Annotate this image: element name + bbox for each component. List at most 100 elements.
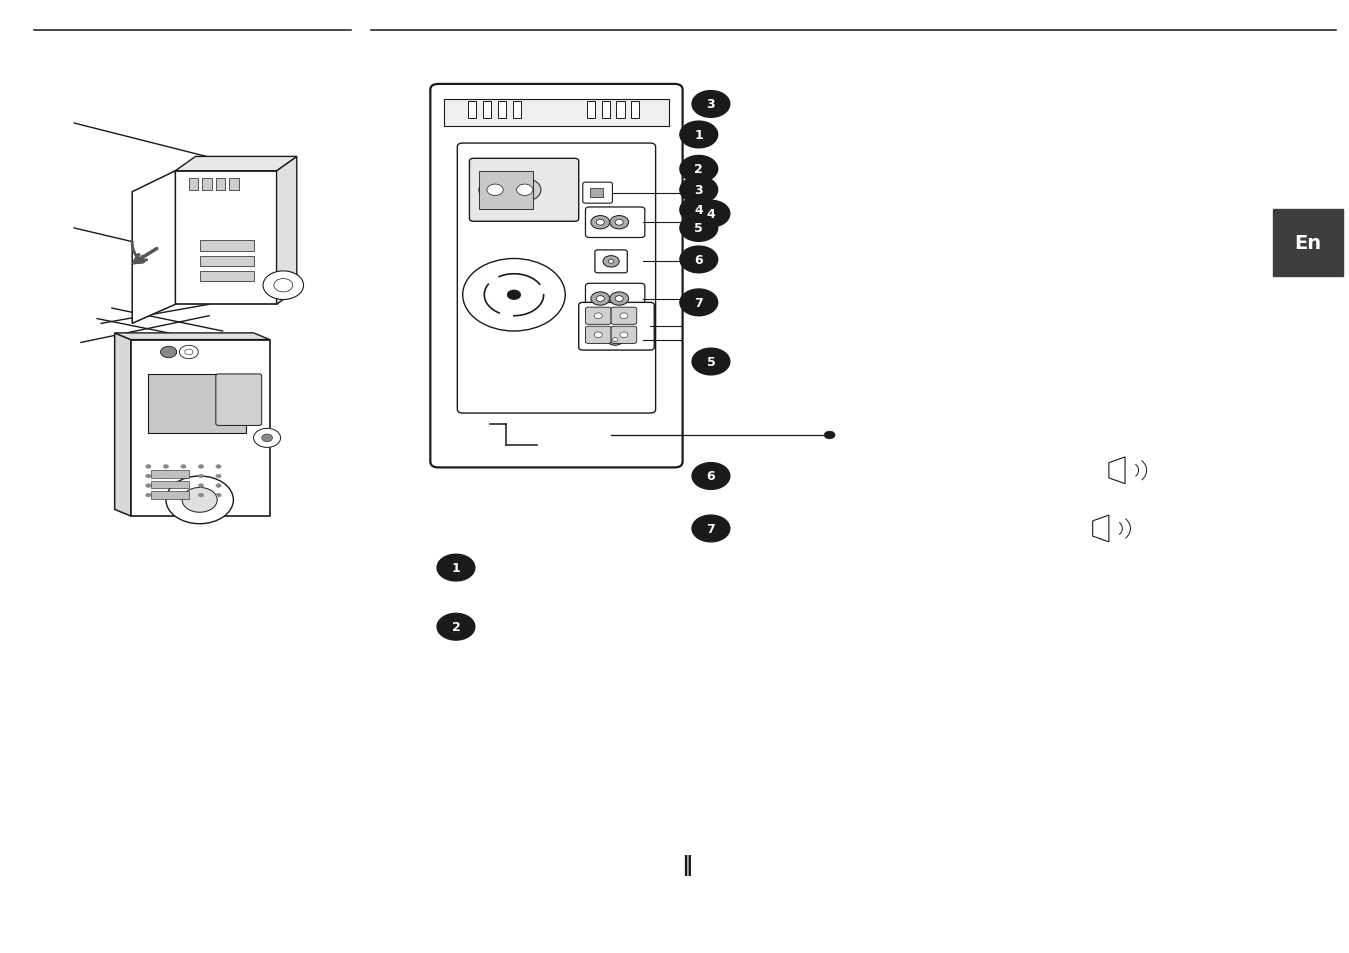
Bar xyxy=(498,102,506,119)
Circle shape xyxy=(608,260,614,264)
Text: 3: 3 xyxy=(695,184,703,197)
Bar xyxy=(148,375,246,434)
Polygon shape xyxy=(115,334,131,517)
Circle shape xyxy=(680,247,718,274)
Circle shape xyxy=(181,465,186,469)
Circle shape xyxy=(610,293,629,306)
Bar xyxy=(189,179,198,191)
Circle shape xyxy=(437,614,475,640)
Text: 7: 7 xyxy=(695,296,703,310)
Bar xyxy=(483,102,491,119)
Polygon shape xyxy=(175,172,277,305)
Polygon shape xyxy=(1109,457,1125,484)
Bar xyxy=(444,100,669,127)
Polygon shape xyxy=(132,172,175,324)
Text: 2: 2 xyxy=(452,620,460,634)
FancyBboxPatch shape xyxy=(583,183,612,204)
Circle shape xyxy=(487,185,503,196)
Circle shape xyxy=(161,347,177,358)
Polygon shape xyxy=(115,334,270,340)
Circle shape xyxy=(181,484,186,488)
Circle shape xyxy=(216,475,221,478)
Bar xyxy=(468,102,476,119)
Circle shape xyxy=(179,346,198,359)
FancyBboxPatch shape xyxy=(216,375,262,426)
Text: 2: 2 xyxy=(695,163,703,176)
Bar xyxy=(151,481,189,489)
FancyBboxPatch shape xyxy=(595,251,627,274)
Text: 4: 4 xyxy=(707,208,715,221)
Circle shape xyxy=(166,476,233,524)
FancyBboxPatch shape xyxy=(469,159,579,222)
Polygon shape xyxy=(277,157,297,305)
Text: 1: 1 xyxy=(695,129,703,142)
Polygon shape xyxy=(131,340,270,517)
Bar xyxy=(151,492,189,499)
Bar xyxy=(631,102,639,119)
Circle shape xyxy=(181,494,186,497)
Circle shape xyxy=(591,293,610,306)
Circle shape xyxy=(594,314,603,319)
Circle shape xyxy=(615,296,623,302)
Circle shape xyxy=(146,475,151,478)
Circle shape xyxy=(146,494,151,497)
Circle shape xyxy=(610,216,629,230)
Text: 5: 5 xyxy=(707,355,715,369)
FancyBboxPatch shape xyxy=(611,327,637,344)
Circle shape xyxy=(198,475,204,478)
Circle shape xyxy=(181,475,186,478)
Circle shape xyxy=(198,465,204,469)
Text: 5: 5 xyxy=(695,222,703,235)
Circle shape xyxy=(163,484,169,488)
Text: 3: 3 xyxy=(707,98,715,112)
Circle shape xyxy=(509,179,541,202)
Circle shape xyxy=(274,279,293,293)
Circle shape xyxy=(594,333,603,338)
Circle shape xyxy=(612,338,618,342)
Bar xyxy=(200,272,254,282)
Circle shape xyxy=(163,494,169,497)
Circle shape xyxy=(263,272,304,300)
Circle shape xyxy=(680,290,718,316)
Circle shape xyxy=(615,220,623,226)
Circle shape xyxy=(692,463,730,490)
Circle shape xyxy=(517,185,533,196)
Circle shape xyxy=(619,333,629,338)
Circle shape xyxy=(163,465,169,469)
FancyBboxPatch shape xyxy=(585,284,645,314)
Circle shape xyxy=(254,429,281,448)
Circle shape xyxy=(692,201,730,228)
Circle shape xyxy=(824,432,835,439)
Bar xyxy=(587,102,595,119)
Bar xyxy=(602,102,610,119)
Circle shape xyxy=(591,216,610,230)
Circle shape xyxy=(216,484,221,488)
Circle shape xyxy=(596,220,604,226)
Circle shape xyxy=(692,349,730,375)
Circle shape xyxy=(216,465,221,469)
Text: ‖: ‖ xyxy=(681,854,692,875)
Circle shape xyxy=(692,91,730,118)
Circle shape xyxy=(198,494,204,497)
FancyBboxPatch shape xyxy=(585,208,645,238)
Circle shape xyxy=(479,179,511,202)
Circle shape xyxy=(692,516,730,542)
Polygon shape xyxy=(175,157,297,172)
Circle shape xyxy=(185,350,193,355)
Circle shape xyxy=(680,177,718,204)
FancyBboxPatch shape xyxy=(457,144,656,414)
FancyBboxPatch shape xyxy=(579,303,654,351)
FancyBboxPatch shape xyxy=(585,308,611,325)
Circle shape xyxy=(163,475,169,478)
Circle shape xyxy=(603,256,619,268)
Text: En: En xyxy=(1294,233,1322,253)
Bar xyxy=(616,102,625,119)
Circle shape xyxy=(680,122,718,149)
FancyBboxPatch shape xyxy=(585,327,611,344)
Text: 7: 7 xyxy=(707,522,715,536)
Circle shape xyxy=(437,555,475,581)
FancyBboxPatch shape xyxy=(611,308,637,325)
Bar xyxy=(200,256,254,267)
Bar xyxy=(216,179,225,191)
Circle shape xyxy=(596,296,604,302)
